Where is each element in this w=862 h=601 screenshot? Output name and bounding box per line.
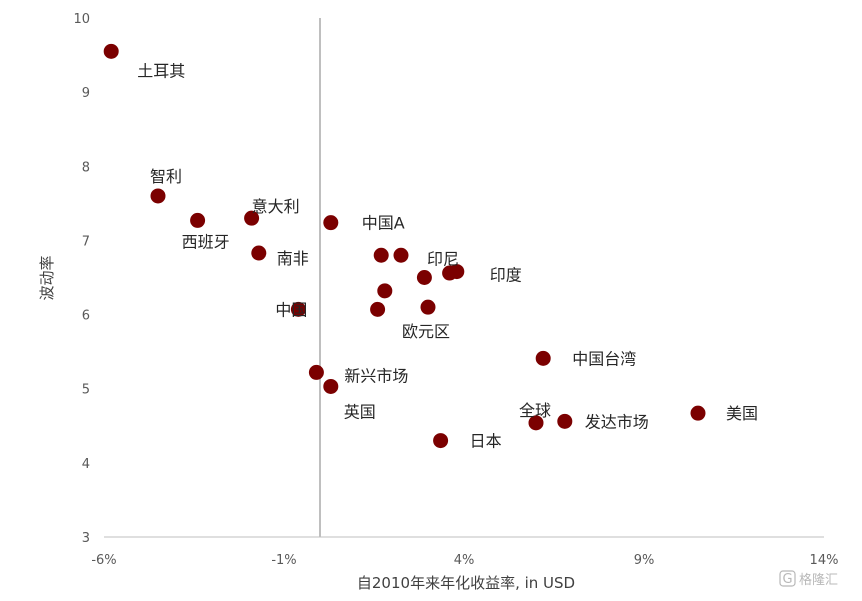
point-label: 中国: [275, 300, 307, 319]
point-label: 土耳其: [137, 61, 185, 80]
point-label: 全球: [519, 401, 551, 420]
point-label: 美国: [726, 404, 758, 423]
x-tick-labels: -6% -1% 4% 9% 14%: [91, 553, 838, 568]
y-tick-label: 10: [73, 12, 90, 27]
data-point: [557, 413, 573, 429]
data-point: [190, 212, 206, 228]
watermark-logo-icon: [779, 570, 796, 587]
y-tick-label: 4: [82, 457, 90, 472]
watermark-logo-glyph: G: [782, 572, 792, 587]
point-label: 智利: [150, 167, 182, 186]
y-tick-label: 6: [82, 309, 90, 324]
data-point: [420, 299, 436, 315]
data-point: [393, 247, 409, 263]
point-label: 中国台湾: [572, 349, 636, 368]
data-point: [323, 215, 339, 231]
data-point: [150, 188, 166, 204]
x-tick-label: 14%: [810, 553, 839, 568]
data-points: [103, 43, 706, 449]
data-point: [535, 350, 551, 366]
point-label: 意大利: [252, 197, 300, 216]
y-tick-label: 9: [82, 86, 90, 101]
point-label: 日本: [470, 432, 502, 451]
y-tick-label: 5: [82, 383, 90, 398]
watermark: G 格隆汇: [779, 570, 838, 588]
data-point: [416, 270, 432, 285]
data-point: [377, 283, 393, 299]
x-axis-title: 自2010年来年化收益率, in USD: [357, 574, 575, 592]
y-tick-label: 3: [82, 531, 90, 546]
data-point: [244, 210, 260, 226]
point-label: 中国A: [362, 214, 405, 233]
y-axis-title: 波动率: [38, 255, 56, 300]
point-label: 西班牙: [182, 232, 230, 251]
x-tick-label: 9%: [634, 553, 655, 568]
data-point: [308, 364, 324, 380]
data-point: [528, 415, 544, 431]
point-label: 印尼: [427, 249, 459, 268]
x-tick-label: -1%: [271, 553, 296, 568]
point-label: 印度: [490, 266, 522, 285]
x-tick-label: 4%: [454, 553, 475, 568]
data-point: [290, 301, 306, 317]
y-tick-labels: 3 4 5 6 7 8 9 10: [73, 12, 90, 546]
data-point: [373, 247, 389, 263]
y-tick-label: 8: [82, 160, 90, 175]
point-label: 英国: [344, 402, 376, 421]
x-tick-label: -6%: [91, 553, 116, 568]
data-point: [323, 378, 339, 394]
watermark-text: 格隆汇: [799, 572, 838, 588]
point-label: 南非: [277, 249, 309, 268]
data-point: [103, 43, 119, 59]
y-tick-label: 7: [82, 234, 90, 249]
point-label: 新兴市场: [344, 366, 408, 385]
data-point: [370, 301, 386, 317]
point-label: 发达市场: [585, 412, 649, 431]
data-point: [433, 433, 449, 449]
point-label: 欧元区: [402, 322, 450, 341]
data-point: [251, 245, 267, 261]
data-point: [690, 405, 706, 421]
data-point: [449, 264, 465, 280]
